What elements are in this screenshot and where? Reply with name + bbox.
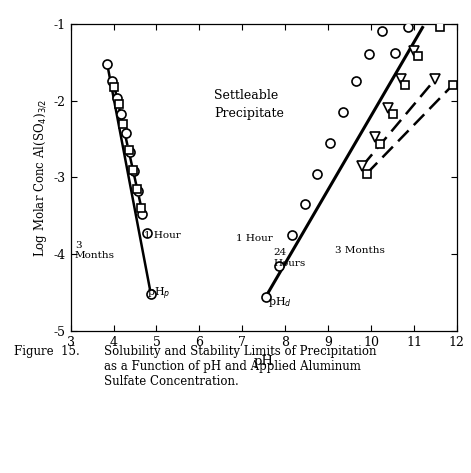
Text: 3 Months: 3 Months (334, 246, 384, 255)
Y-axis label: Log Molar Conc Al(SO$_4$)$_{3/2}$: Log Molar Conc Al(SO$_4$)$_{3/2}$ (33, 98, 49, 256)
Text: pH$_p$: pH$_p$ (147, 286, 171, 302)
Text: 3
Months: 3 Months (75, 241, 115, 260)
Text: Figure  15.: Figure 15. (14, 345, 80, 358)
X-axis label: pH: pH (254, 355, 274, 368)
Text: Solubility and Stability Limits of Precipitation
as a Function of pH and Applied: Solubility and Stability Limits of Preci… (104, 345, 376, 388)
Text: 1 Hour: 1 Hour (236, 234, 273, 244)
Text: pH$_d$: pH$_d$ (268, 295, 292, 309)
Text: Settleable
Precipitate: Settleable Precipitate (214, 89, 284, 120)
Text: 1 Hour: 1 Hour (145, 230, 181, 239)
Text: 24
Hours: 24 Hours (273, 248, 306, 268)
